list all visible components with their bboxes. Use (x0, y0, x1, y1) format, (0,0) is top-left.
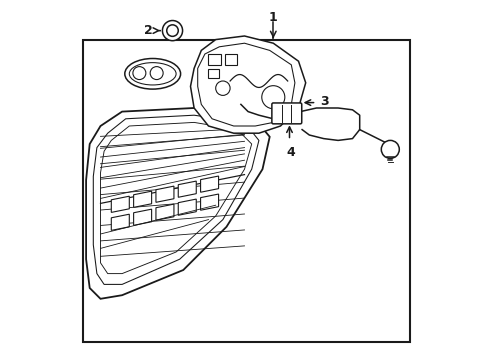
Polygon shape (190, 36, 305, 133)
Polygon shape (178, 199, 196, 215)
Circle shape (261, 86, 284, 109)
Circle shape (381, 140, 399, 158)
Polygon shape (111, 214, 129, 230)
Bar (82, 40, 409, 342)
Polygon shape (156, 204, 174, 220)
Text: 2: 2 (143, 24, 152, 37)
Text: 4: 4 (286, 146, 295, 159)
Polygon shape (86, 108, 269, 299)
Circle shape (150, 67, 163, 80)
Bar (208, 69, 218, 78)
Bar (208, 54, 221, 65)
Text: 3: 3 (320, 95, 328, 108)
Ellipse shape (129, 63, 176, 85)
FancyBboxPatch shape (271, 103, 301, 124)
Text: 1: 1 (268, 11, 277, 24)
Polygon shape (111, 196, 129, 212)
Circle shape (166, 25, 178, 36)
Polygon shape (133, 191, 151, 207)
Polygon shape (178, 181, 196, 197)
Polygon shape (200, 176, 218, 192)
Polygon shape (156, 186, 174, 202)
Polygon shape (101, 122, 251, 274)
Ellipse shape (124, 58, 180, 89)
Polygon shape (133, 209, 151, 225)
Circle shape (162, 21, 182, 41)
Circle shape (215, 81, 230, 95)
Polygon shape (200, 194, 218, 210)
Bar (224, 54, 237, 65)
Circle shape (133, 67, 145, 80)
Polygon shape (197, 43, 294, 126)
Polygon shape (93, 115, 258, 284)
